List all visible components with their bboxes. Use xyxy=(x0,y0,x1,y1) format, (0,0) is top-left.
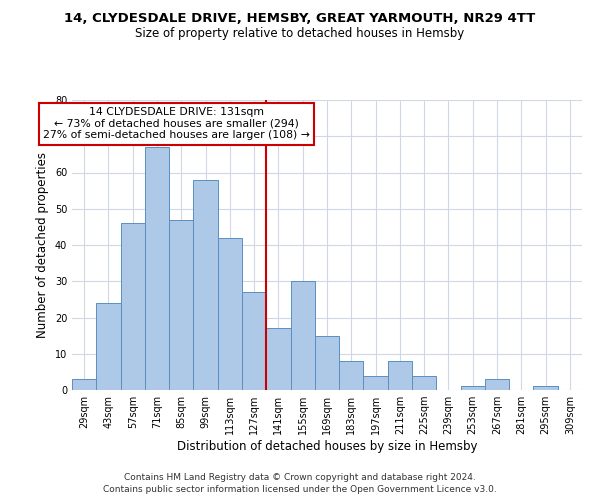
Text: 14, CLYDESDALE DRIVE, HEMSBY, GREAT YARMOUTH, NR29 4TT: 14, CLYDESDALE DRIVE, HEMSBY, GREAT YARM… xyxy=(64,12,536,26)
Text: Contains HM Land Registry data © Crown copyright and database right 2024.: Contains HM Land Registry data © Crown c… xyxy=(124,472,476,482)
Y-axis label: Number of detached properties: Number of detached properties xyxy=(36,152,49,338)
Bar xyxy=(461,386,485,390)
Bar xyxy=(412,376,436,390)
X-axis label: Distribution of detached houses by size in Hemsby: Distribution of detached houses by size … xyxy=(177,440,477,453)
Bar xyxy=(145,147,169,390)
Bar xyxy=(193,180,218,390)
Text: 14 CLYDESDALE DRIVE: 131sqm
← 73% of detached houses are smaller (294)
27% of se: 14 CLYDESDALE DRIVE: 131sqm ← 73% of det… xyxy=(43,108,310,140)
Bar xyxy=(388,361,412,390)
Text: Contains public sector information licensed under the Open Government Licence v3: Contains public sector information licen… xyxy=(103,485,497,494)
Bar xyxy=(218,238,242,390)
Text: Size of property relative to detached houses in Hemsby: Size of property relative to detached ho… xyxy=(136,28,464,40)
Bar xyxy=(242,292,266,390)
Bar xyxy=(290,281,315,390)
Bar xyxy=(72,379,96,390)
Bar xyxy=(121,223,145,390)
Bar xyxy=(485,379,509,390)
Bar xyxy=(533,386,558,390)
Bar xyxy=(96,303,121,390)
Bar xyxy=(169,220,193,390)
Bar xyxy=(364,376,388,390)
Bar xyxy=(266,328,290,390)
Bar xyxy=(339,361,364,390)
Bar xyxy=(315,336,339,390)
